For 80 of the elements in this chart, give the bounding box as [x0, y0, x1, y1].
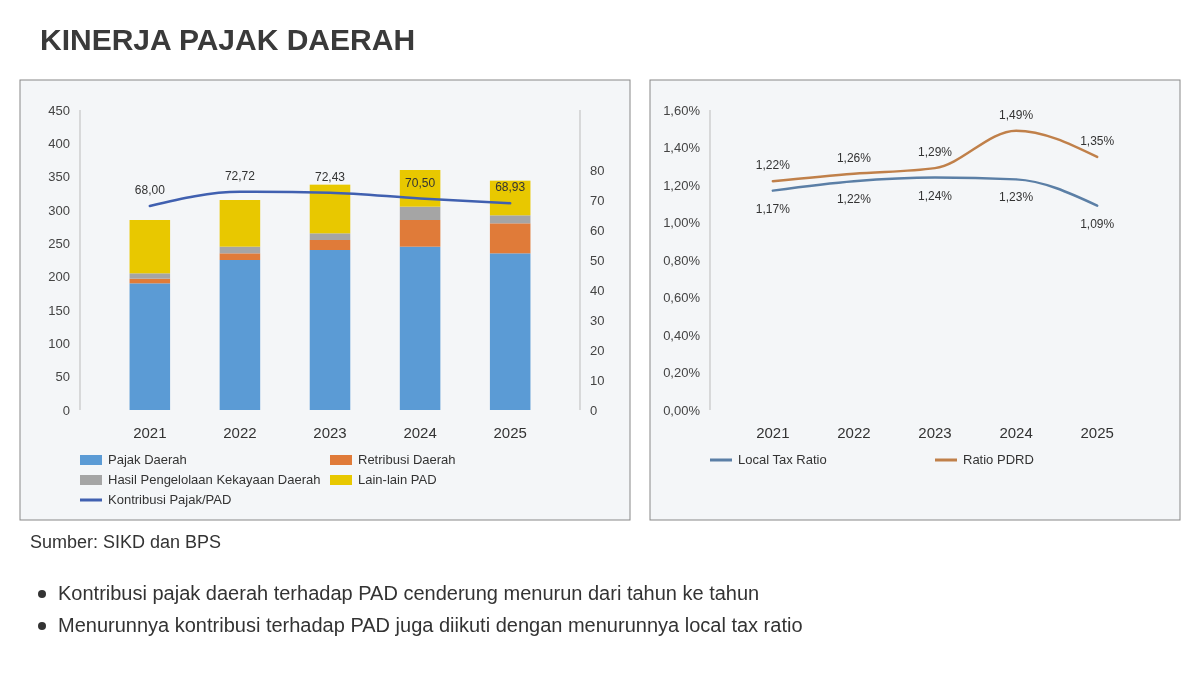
text: Menurunnya kontribusi terhadap PAD juga diikuti dengan menurunnya local tax ratio: [58, 614, 803, 636]
y-tick-label: 450: [48, 102, 70, 118]
y-tick-label: 0,40%: [663, 327, 701, 343]
bar: [219, 253, 261, 260]
x-tick-label: 2021: [133, 424, 167, 441]
y-tick-label: 0,80%: [663, 252, 701, 268]
data-label: 1,22%: [836, 192, 872, 207]
text: Sumber: SIKD dan BPS: [30, 532, 222, 552]
data-label: 1,26%: [836, 150, 872, 165]
y-tick-label: 0,00%: [663, 402, 701, 418]
bar: [399, 246, 441, 410]
legend-label: Pajak Daerah: [108, 452, 187, 467]
data-label: 1,23%: [999, 190, 1034, 205]
y2-tick-label: 50: [590, 252, 605, 268]
y-tick-label: 300: [48, 202, 70, 218]
y2-tick-label: 70: [590, 192, 605, 208]
legend-label: Hasil Pengelolaan Kekayaan Daerah: [108, 472, 321, 487]
data-label: 1,24%: [917, 188, 953, 203]
data-label: 1,35%: [1080, 133, 1115, 148]
legend-label: Lain-lain PAD: [358, 472, 437, 487]
legend-label: Retribusi Daerah: [358, 452, 456, 467]
legend-label: Local Tax Ratio: [738, 452, 827, 467]
bar: [489, 223, 531, 254]
bar: [219, 260, 261, 410]
data-label: 70,50: [405, 175, 436, 190]
x-tick-label: 2021: [756, 424, 790, 441]
x-tick-label: 2022: [223, 424, 257, 441]
y-tick-label: 50: [55, 369, 70, 385]
y-tick-label: 400: [48, 135, 70, 151]
y-tick-label: 200: [48, 269, 70, 285]
y-tick-label: 350: [48, 169, 70, 185]
bar: [219, 200, 261, 247]
data-label: 72,72: [224, 168, 256, 183]
y2-tick-label: 40: [590, 282, 605, 298]
bar: [399, 220, 441, 247]
y-tick-label: 150: [48, 302, 70, 318]
y-tick-label: 1,20%: [663, 177, 701, 193]
y-tick-label: 0,60%: [663, 290, 701, 306]
legend-label: Kontribusi Pajak/PAD: [108, 492, 232, 507]
x-tick-label: 2023: [918, 424, 952, 441]
data-label: 1,49%: [999, 107, 1034, 122]
y2-tick-label: 0: [590, 402, 598, 418]
bar: [309, 250, 351, 410]
x-tick-label: 2024: [403, 424, 437, 441]
y-tick-label: 1,60%: [663, 102, 701, 118]
y-tick-label: 100: [48, 335, 70, 351]
y-tick-label: 0,20%: [663, 365, 701, 381]
chart-title: KINERJA PAJAK DAERAH: [40, 23, 416, 56]
bar: [309, 233, 351, 240]
data-label: 68,93: [495, 180, 526, 195]
x-tick-label: 2025: [1080, 424, 1114, 441]
y2-tick-label: 30: [590, 312, 605, 328]
data-label: 1,29%: [917, 145, 953, 160]
y2-tick-label: 60: [590, 222, 605, 238]
bar: [399, 206, 441, 220]
y2-tick-label: 10: [590, 372, 605, 388]
bar: [309, 184, 351, 234]
legend-label: Ratio PDRD: [963, 452, 1034, 467]
y-tick-label: 1,00%: [663, 215, 701, 231]
y2-tick-label: 20: [590, 342, 605, 358]
y-tick-label: 0: [62, 402, 70, 418]
bar: [309, 240, 351, 250]
data-label: 1,09%: [1080, 216, 1115, 231]
bar: [489, 253, 531, 410]
text: Kontribusi pajak daerah terhadap PAD cenderung menurun dari tahun ke tahun: [58, 582, 760, 604]
x-tick-label: 2022: [837, 424, 871, 441]
data-label: 68,00: [134, 183, 166, 197]
x-tick-label: 2024: [999, 424, 1033, 441]
y2-tick-label: 80: [590, 162, 605, 178]
bar: [129, 283, 171, 410]
x-tick-label: 2025: [493, 424, 527, 441]
data-label: 1,22%: [755, 158, 791, 173]
bar: [489, 215, 531, 224]
data-label: 72,43: [314, 169, 346, 184]
y-tick-label: 1,40%: [663, 140, 701, 156]
y-tick-label: 250: [48, 235, 70, 251]
data-label: 1,17%: [755, 201, 791, 216]
x-tick-label: 2023: [313, 424, 347, 441]
bar: [129, 273, 171, 279]
bar: [129, 220, 171, 274]
